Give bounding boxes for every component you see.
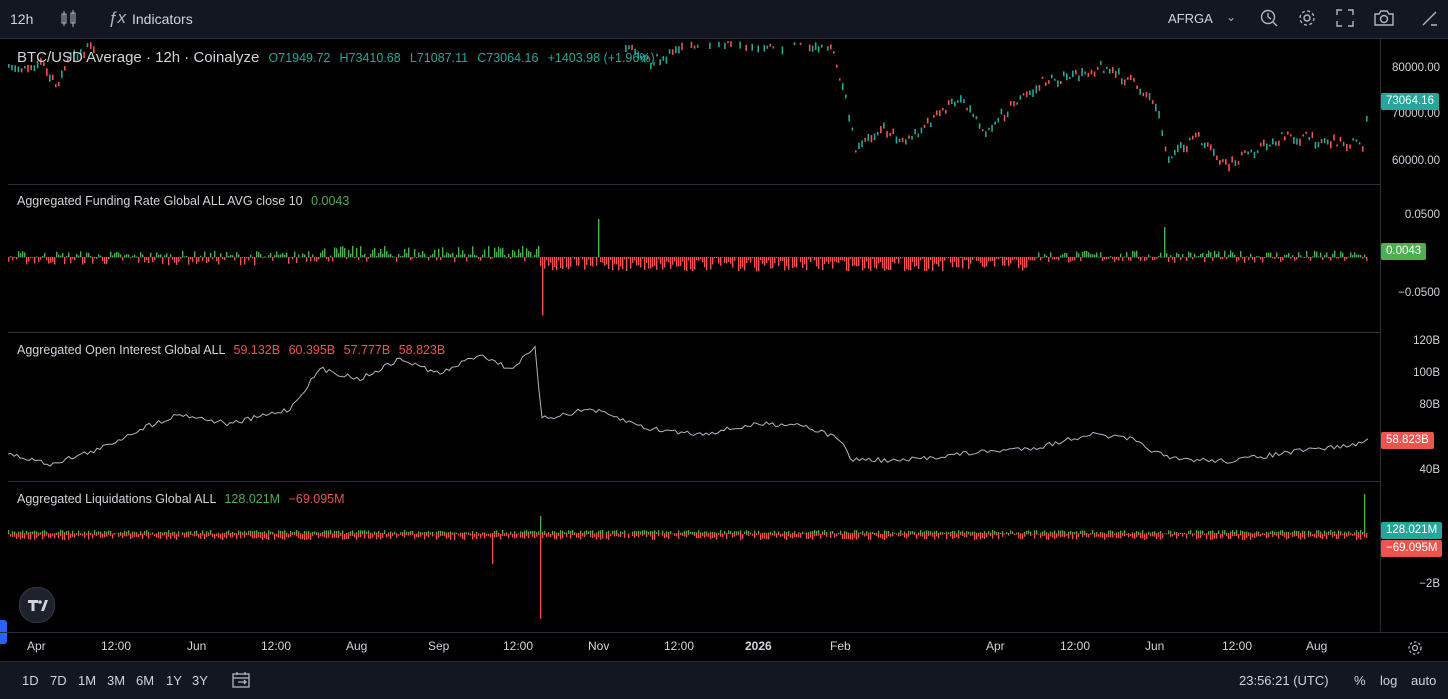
calendar-range-icon[interactable]: [232, 671, 252, 694]
candles-icon[interactable]: [60, 9, 78, 34]
liq-long-label: 128.021M: [1381, 522, 1442, 539]
oi-tick: 80B: [1420, 399, 1440, 411]
range-1d[interactable]: 1D: [22, 662, 39, 699]
range-6m[interactable]: 6M: [136, 662, 154, 699]
percent-toggle[interactable]: %: [1354, 662, 1366, 699]
time-label: Feb: [830, 639, 851, 653]
bottom-toolbar: 1D 7D 1M 3M 6M 1Y 3Y 23:56:21 (UTC) % lo…: [0, 661, 1448, 699]
open-value: O71949.72: [269, 51, 331, 65]
time-label: Apr: [27, 639, 46, 653]
liq-tick: −2B: [1419, 578, 1440, 590]
time-label: 12:00: [261, 639, 291, 653]
funding-value: 0.0043: [311, 194, 349, 208]
time-label: Jun: [1145, 639, 1164, 653]
liq-title: Aggregated Liquidations Global ALL: [17, 492, 216, 506]
liq-short-label: −69.095M: [1381, 540, 1442, 557]
low-value: L71087.11: [410, 51, 468, 65]
liq-short-value: −69.095M: [289, 492, 345, 506]
fx-icon[interactable]: ƒx: [108, 8, 126, 28]
draw-icon[interactable]: [1421, 9, 1439, 32]
liq-legend: Aggregated Liquidations Global ALL 128.0…: [17, 492, 345, 506]
alert-clock-icon[interactable]: [1259, 8, 1279, 33]
range-3m[interactable]: 3M: [107, 662, 125, 699]
oi-last-label: 58.823B: [1381, 432, 1434, 449]
time-label: 12:00: [664, 639, 694, 653]
oi-tick: 100B: [1413, 367, 1440, 379]
funding-last-label: 0.0043: [1381, 243, 1426, 260]
oi-low: 57.777B: [344, 343, 391, 357]
time-label: 12:00: [503, 639, 533, 653]
funding-tick: 0.0500: [1405, 209, 1440, 221]
oi-high: 60.395B: [289, 343, 336, 357]
oi-tick: 40B: [1420, 464, 1440, 476]
price-legend: BTC/USD Average · 12h · Coinalyze O71949…: [17, 49, 655, 66]
price-title: BTC/USD Average · 12h · Coinalyze: [17, 49, 259, 66]
auto-toggle[interactable]: auto: [1411, 662, 1436, 699]
oi-close: 58.823B: [399, 343, 446, 357]
close-value: C73064.16: [477, 51, 538, 65]
funding-title: Aggregated Funding Rate Global ALL AVG c…: [17, 194, 303, 208]
chevron-down-icon[interactable]: ⌄: [1226, 10, 1236, 24]
clock[interactable]: 23:56:21 (UTC): [1239, 662, 1329, 699]
range-1m[interactable]: 1M: [78, 662, 96, 699]
price-last-label: 73064.16: [1381, 93, 1439, 110]
time-label: 12:00: [101, 639, 131, 653]
oi-title: Aggregated Open Interest Global ALL: [17, 343, 225, 357]
oi-open: 59.132B: [234, 343, 281, 357]
camera-icon[interactable]: [1373, 9, 1395, 32]
high-value: H73410.68: [340, 51, 401, 65]
time-axis[interactable]: Apr 12:00 Jun 12:00 Aug Sep 12:00 Nov 12…: [0, 632, 1448, 661]
range-3y[interactable]: 3Y: [192, 662, 208, 699]
time-label: Aug: [346, 639, 367, 653]
range-1y[interactable]: 1Y: [166, 662, 182, 699]
time-label: 12:00: [1222, 639, 1252, 653]
time-label: Aug: [1306, 639, 1327, 653]
oi-legend: Aggregated Open Interest Global ALL 59.1…: [17, 343, 445, 357]
time-label: Jun: [187, 639, 206, 653]
interval-button[interactable]: 12h: [10, 0, 33, 38]
time-label: 2026: [745, 639, 772, 653]
price-tick: 60000.00: [1392, 155, 1440, 167]
change-value: +1403.98 (+1.96%): [548, 51, 655, 65]
axis-settings-icon[interactable]: [1406, 639, 1424, 662]
log-toggle[interactable]: log: [1380, 662, 1397, 699]
oi-tick: 120B: [1413, 335, 1440, 347]
time-label: 12:00: [1060, 639, 1090, 653]
symbol-selector[interactable]: AFRGA: [1168, 0, 1213, 38]
range-7d[interactable]: 7D: [50, 662, 67, 699]
time-label: Apr: [986, 639, 1005, 653]
top-toolbar: 12h ƒx Indicators AFRGA ⌄: [0, 0, 1448, 39]
liq-long-value: 128.021M: [224, 492, 280, 506]
time-label: Sep: [428, 639, 449, 653]
funding-legend: Aggregated Funding Rate Global ALL AVG c…: [17, 194, 349, 208]
price-tick: 80000.00: [1392, 62, 1440, 74]
fullscreen-icon[interactable]: [1336, 9, 1354, 32]
tv-logo-icon[interactable]: [19, 587, 55, 623]
gear-icon[interactable]: [1297, 8, 1317, 33]
time-label: Nov: [588, 639, 609, 653]
indicators-button[interactable]: Indicators: [132, 0, 193, 38]
funding-tick: −0.0500: [1398, 287, 1440, 299]
